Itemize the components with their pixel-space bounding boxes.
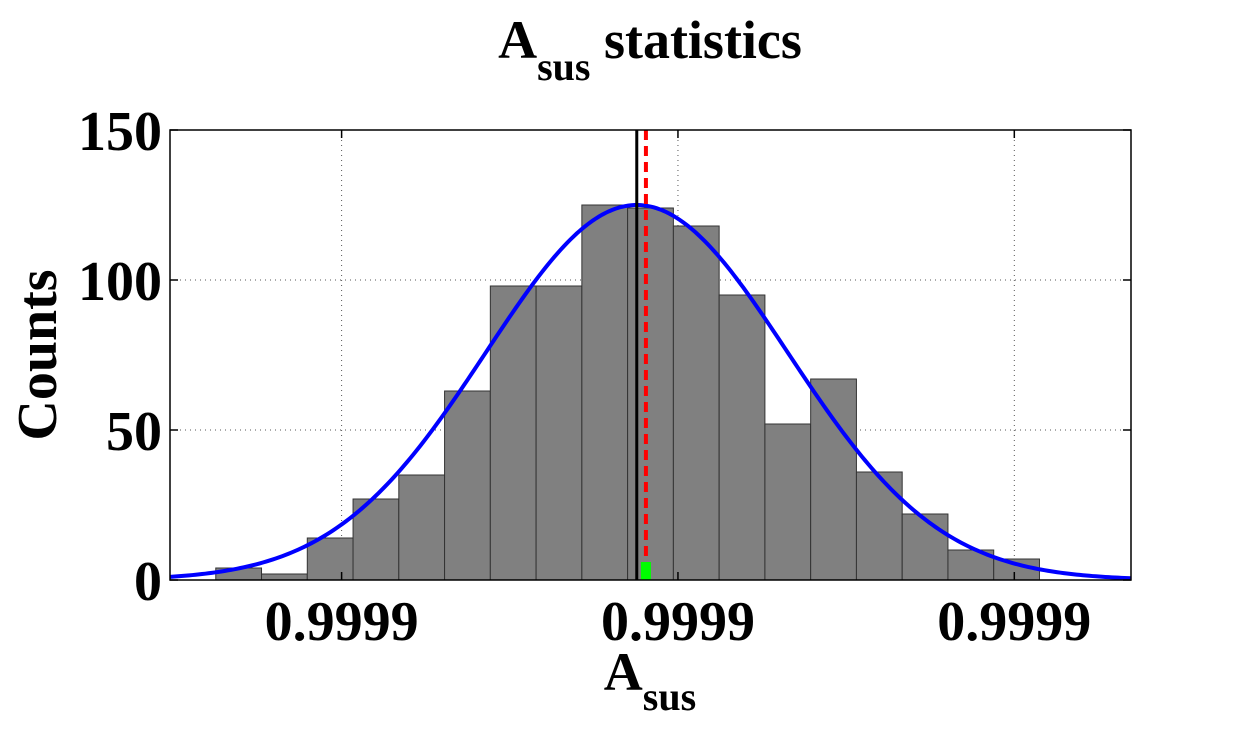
x-tick-label: 0.9999 [265,591,419,653]
y-tick-label: 50 [106,401,162,463]
histogram-bars [215,204,1040,581]
x-tick-label: 0.9999 [601,591,755,653]
gaussian-fit-curve [169,203,1132,581]
histogram-bar [398,474,446,581]
x-axis-label-sub: sus [643,674,696,719]
histogram-bar [261,573,308,581]
histogram-bar [672,225,720,581]
histogram-bar [855,471,903,581]
histogram-bar [444,390,491,581]
histogram-bar [535,285,583,581]
histogram-bar [810,378,857,581]
chart-title-main: A [498,10,537,70]
histogram-bar [764,423,812,581]
histogram-bar [306,537,354,581]
chart-title-rest: statistics [590,10,801,70]
x-tick-label: 0.9999 [937,591,1091,653]
histogram-bar [718,294,766,581]
y-tick-label: 100 [78,251,162,313]
histogram-bar [581,204,629,581]
chart-title-sub: sus [537,44,590,89]
y-tick-label: 150 [78,101,162,163]
axes-box [169,129,1132,581]
histogram-bar [627,207,674,581]
x-axis-ticks: 0.9999 0.9999 0.9999 [265,130,1091,653]
y-axis-ticks: 0 50 100 150 [78,101,1131,613]
x-axis-label: Asus [604,642,696,719]
histogram-bar [901,513,949,581]
x-axis-label-main: A [604,642,643,702]
histogram-bar [489,285,537,581]
marker-bar [640,562,651,580]
y-axis-label: Counts [7,269,69,440]
chart-title: Asus statistics [498,10,802,89]
y-tick-label: 0 [134,551,162,613]
